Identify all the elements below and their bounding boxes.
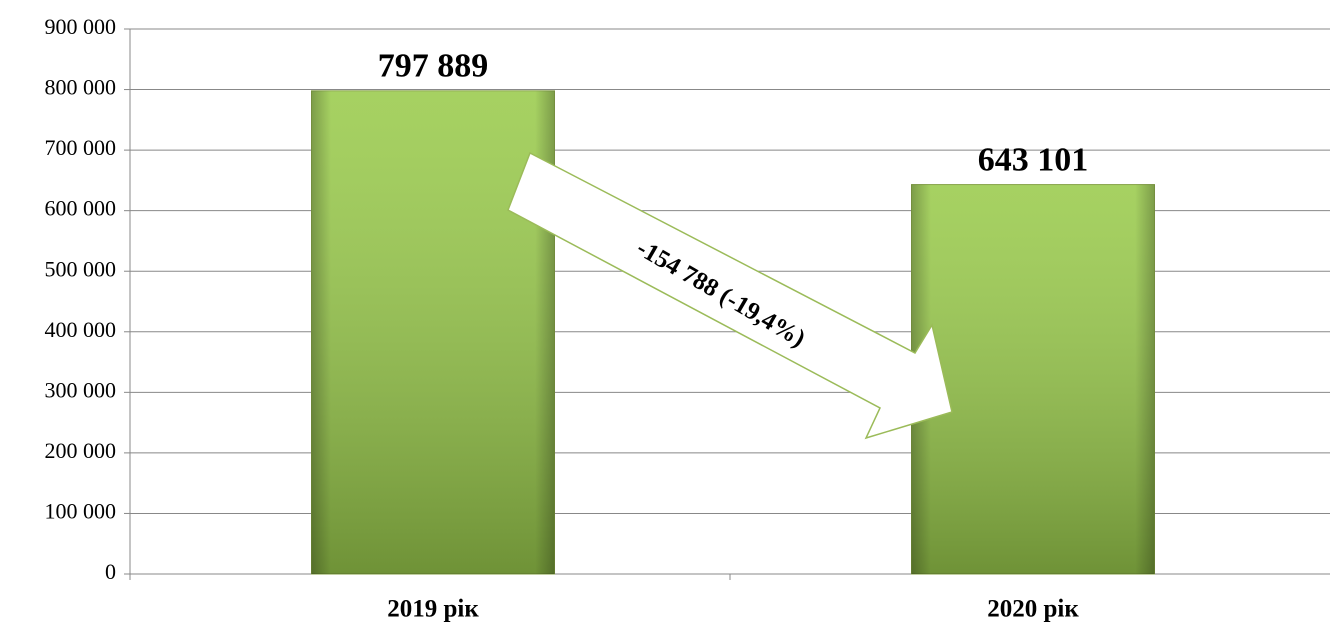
bar [311, 90, 555, 575]
y-tick-label: 300 000 [45, 377, 117, 402]
y-tick-label: 100 000 [45, 498, 117, 523]
y-tick-label: 500 000 [45, 256, 117, 281]
x-tick-label: 2019 рік [387, 596, 479, 623]
bar [911, 184, 1155, 575]
arrow-shape [507, 151, 953, 440]
value-label: 797 889 [378, 48, 489, 85]
y-tick-label: 900 000 [45, 14, 117, 39]
y-tick-label: 400 000 [45, 317, 117, 342]
y-tick-label: 800 000 [45, 75, 117, 100]
x-tick-label: 2020 рік [987, 596, 1079, 623]
y-tick-label: 600 000 [45, 196, 117, 221]
y-tick-label: 700 000 [45, 135, 117, 160]
value-label: 643 101 [978, 141, 1089, 178]
change-arrow: -154 788 (-19,4%) [507, 151, 953, 440]
labels: 0 100 000 200 000 300 000 400 000 500 000 600 … [45, 14, 1089, 623]
y-tick-label: 0 [105, 559, 116, 584]
y-tick-label: 200 000 [45, 438, 117, 463]
